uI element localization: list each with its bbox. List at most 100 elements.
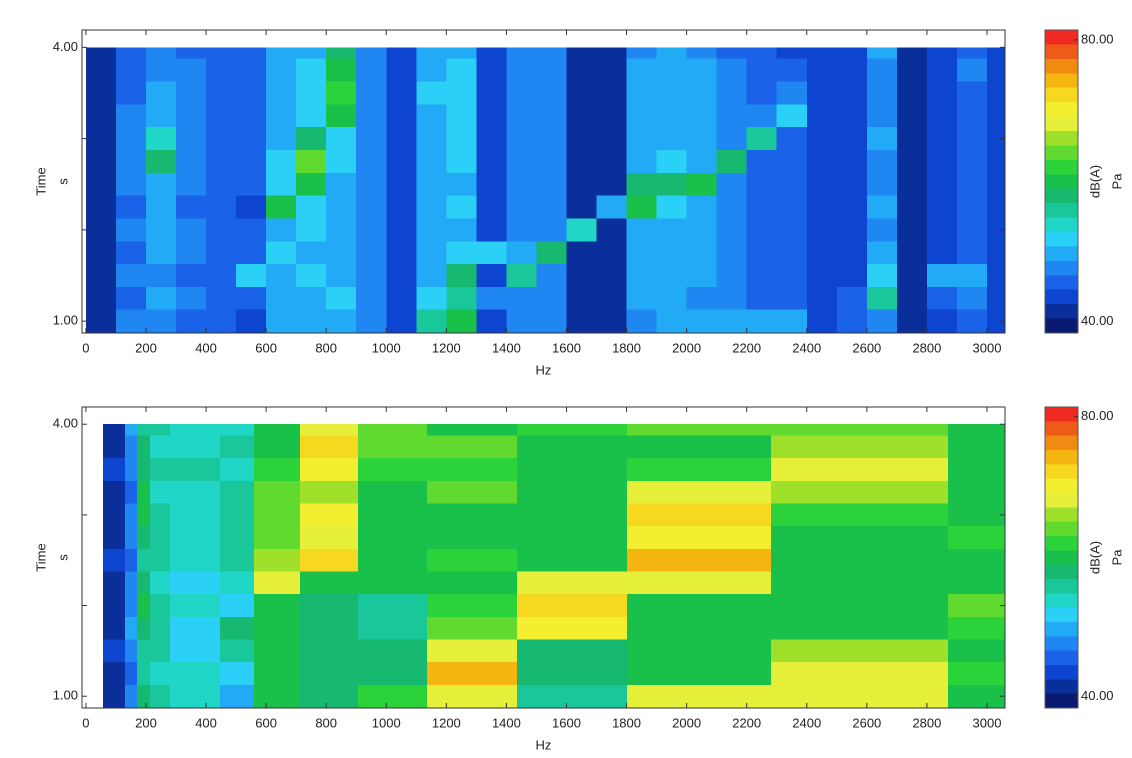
heatmap-cell [566, 218, 597, 242]
colorbar-tick-label: 40.00 [1081, 313, 1114, 328]
heatmap-cell [506, 150, 537, 173]
heatmap-cell [416, 172, 447, 196]
heatmap-cell [266, 81, 297, 105]
colorbar-tick-label: 80.00 [1081, 408, 1114, 423]
heatmap-cell [236, 81, 267, 105]
heatmap-cell [716, 195, 747, 219]
heatmap-cell [149, 594, 171, 617]
heatmap-cell [686, 309, 717, 333]
colorbar-step [1045, 102, 1078, 117]
heatmap-cell [536, 218, 567, 242]
colorbar-step [1045, 58, 1078, 74]
colorbar-step [1045, 289, 1078, 305]
heatmap-cell [947, 616, 1005, 640]
heatmap-cell [356, 150, 387, 173]
heatmap-cell [627, 616, 772, 640]
x-axis-label: Hz [536, 737, 552, 752]
heatmap-cell [956, 47, 987, 59]
heatmap-cell [124, 435, 137, 459]
heatmap-cell [266, 309, 297, 333]
heatmap-cell [103, 684, 125, 708]
heatmap-cell [176, 218, 207, 242]
heatmap-cell [771, 526, 948, 549]
heatmap-cell [124, 616, 137, 640]
heatmap-cell [296, 150, 327, 173]
heatmap-cell [926, 172, 957, 196]
heatmap-cell [926, 58, 957, 82]
heatmap-cell [386, 241, 417, 265]
heatmap-cell [947, 594, 1005, 617]
heatmap-cell [176, 58, 207, 82]
heatmap-cell [115, 172, 146, 196]
heatmap-cell [236, 58, 267, 82]
heatmap-cell [716, 264, 747, 287]
heatmap-cell [103, 480, 125, 504]
heatmap-cell [115, 104, 146, 128]
heatmap-cell [656, 264, 687, 287]
heatmap-cell [176, 309, 207, 333]
heatmap-cell [145, 241, 177, 265]
heatmap-cell [947, 684, 1005, 708]
heatmap-cell [145, 286, 177, 310]
heatmap-cell [300, 435, 359, 459]
colorbar-unit: Pa [1109, 549, 1124, 566]
heatmap-cell [300, 616, 359, 640]
y-tick-label: 4.00 [53, 416, 78, 431]
y-axis-unit: s [55, 178, 70, 185]
heatmap-cell [206, 218, 237, 242]
colorbar-tick-label: 40.00 [1081, 688, 1114, 703]
heatmap-cell [124, 458, 137, 481]
heatmap-cell [358, 616, 428, 640]
heatmap-cell [476, 47, 507, 59]
heatmap-cell [627, 526, 772, 549]
x-tick-label: 600 [255, 340, 277, 355]
colorbar-step [1045, 87, 1078, 103]
heatmap-cell [986, 104, 1005, 128]
colorbar-step [1045, 260, 1078, 276]
heatmap-cell [326, 195, 357, 219]
heatmap-cell [103, 503, 125, 527]
heatmap-cell [296, 172, 327, 196]
heatmap-cell [956, 150, 987, 173]
heatmap-cell [476, 286, 507, 310]
heatmap-cell [416, 150, 447, 173]
heatmap-cell [947, 571, 1005, 595]
colorbar-step [1045, 275, 1078, 290]
heatmap-cell [806, 218, 837, 242]
heatmap-cell [686, 241, 717, 265]
heatmap-cell [115, 241, 146, 265]
heatmap-cell [356, 58, 387, 82]
heatmap-cell [176, 264, 207, 287]
heatmap-cell [516, 480, 628, 504]
heatmap-cell [386, 81, 417, 105]
heatmap-cell [253, 594, 301, 617]
heatmap-cell [836, 127, 867, 151]
heatmap-cell [300, 571, 359, 595]
heatmap-cell [115, 309, 146, 333]
heatmap-cell [149, 571, 171, 595]
heatmap-cell [986, 218, 1005, 242]
heatmap-cell [124, 662, 137, 685]
heatmap-cell [170, 424, 220, 436]
heatmap-cell [566, 286, 597, 310]
plot-frame [81, 29, 1006, 334]
heatmap-cell [103, 639, 125, 663]
heatmap-cell [947, 503, 1005, 527]
heatmap-cell [566, 104, 597, 128]
heatmap-cell [866, 150, 897, 173]
heatmap-cell [115, 264, 146, 287]
heatmap-cell [536, 150, 567, 173]
heatmap-cell [746, 81, 777, 105]
heatmap-cell [626, 286, 657, 310]
heatmap-cell [427, 616, 517, 640]
heatmap-cell [416, 264, 447, 287]
heatmap-cell [627, 424, 772, 436]
x-tick-label: 1800 [612, 715, 641, 730]
heatmap-cell [266, 218, 297, 242]
heatmap-cell [85, 127, 116, 151]
heatmap-cell [947, 639, 1005, 663]
heatmap-cell [627, 548, 772, 572]
heatmap-cell [836, 104, 867, 128]
colorbar-step [1045, 174, 1078, 189]
x-tick-label: 2000 [672, 340, 701, 355]
